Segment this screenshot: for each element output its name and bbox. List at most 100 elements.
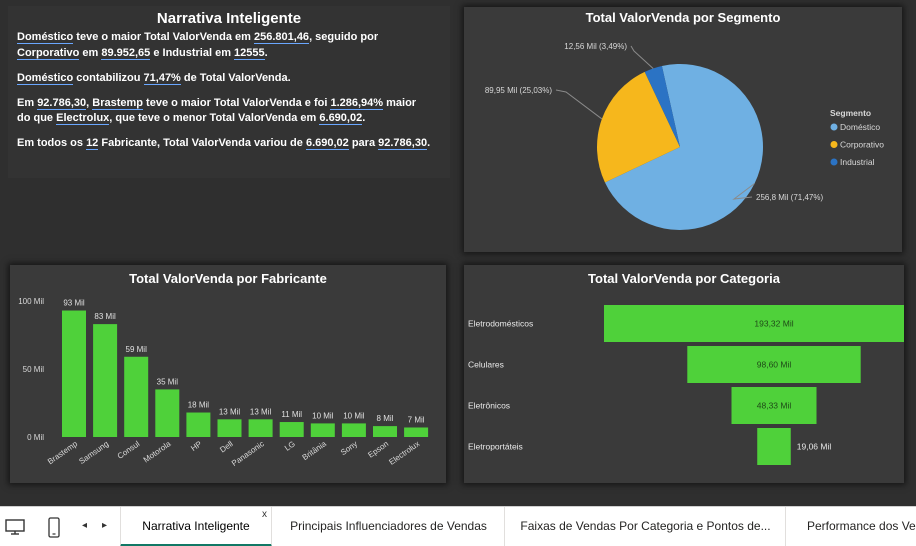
narrative-text: do que — [17, 112, 57, 124]
bar-data-label: 8 Mil — [377, 414, 394, 423]
narrative-text: contabilizou — [73, 71, 144, 84]
funnel-category-label: Eletrônicos — [468, 401, 510, 411]
bar — [310, 423, 335, 437]
funnel-data-label: 193,32 Mil — [754, 319, 793, 329]
bar-data-label: 18 Mil — [188, 401, 210, 410]
pie-leader-line — [732, 183, 755, 200]
y-tick-label: 50 Mil — [23, 365, 45, 374]
pie-leader-line — [630, 45, 654, 69]
bar — [279, 422, 304, 437]
pie-chart[interactable]: 256,8 Mil (71,47%) 89,95 Mil (25,03%) 12,5… — [464, 7, 902, 252]
narrative-paragraph-4: Em todos os 12 Fabricante, Total ValorVe… — [17, 136, 437, 152]
narrative-value: Corporativo — [17, 46, 80, 60]
pie-slice-1 — [604, 63, 763, 230]
legend-label: Corporativo — [840, 140, 884, 150]
phone-icon[interactable] — [46, 517, 62, 538]
bar-data-label: 59 Mil — [126, 345, 148, 354]
bar-chart-title: Total ValorVenda por Fabricante — [129, 271, 327, 286]
narrative-value: Electrolux — [56, 112, 110, 125]
pie-slice-3 — [644, 65, 680, 147]
x-tick-label: Epson — [366, 439, 390, 459]
narrative-text: Em todos os — [17, 137, 87, 149]
narrative-value: 71,47% — [143, 71, 181, 85]
x-tick-label: LG — [283, 439, 297, 452]
narrative-value: 92.786,30 — [37, 96, 87, 110]
x-tick-label: Motorola — [142, 439, 173, 465]
narrative-text: , Total ValorVenda variou de — [157, 137, 306, 149]
bar-chart[interactable]: 0 Mil 50 Mil 100 Mil 93 Mil Brastemp 83 Mil Sa… — [10, 265, 446, 483]
funnel-chart-card[interactable]: Total ValorVenda por Categoria Eletrodom… — [464, 265, 904, 483]
tab-label: Narrativa Inteligente — [142, 519, 250, 533]
funnel-category-label: Eletrodomésticos — [468, 319, 533, 329]
funnel-chart[interactable]: Eletrodomésticos 193,32 Mil Celulares 98,60… — [464, 265, 904, 483]
desktop-icon[interactable] — [4, 517, 26, 537]
pie-data-label: 12,56 Mil (3,49%) — [564, 42, 627, 51]
bar — [186, 412, 211, 437]
tab-narrativa-inteligente[interactable]: Narrativa Inteligente x — [120, 507, 272, 546]
narrative-value: Doméstico — [17, 71, 74, 85]
legend-label: Doméstico — [840, 122, 880, 132]
x-tick-label: Panasonic — [230, 439, 266, 468]
pie-chart-card[interactable]: Total ValorVenda por Segmento 256,8 Mil … — [464, 7, 902, 252]
narrative-value: 92.786,30 — [378, 137, 428, 150]
bar-chart-card[interactable]: Total ValorVenda por Fabricante 0 Mil 50 … — [10, 265, 446, 483]
bar-data-label: 10 Mil — [343, 411, 365, 420]
legend-marker — [830, 141, 838, 148]
close-icon[interactable]: x — [262, 509, 267, 520]
tab-performance[interactable]: Performance dos Ve — [787, 507, 916, 546]
narrative-text: . — [427, 137, 431, 149]
x-tick-label: Consul — [116, 439, 142, 461]
x-tick-label: Dell — [218, 439, 235, 454]
report-canvas: Narrativa Inteligente Doméstico teve o m… — [8, 6, 904, 483]
bar — [217, 419, 242, 437]
funnel-bar — [731, 387, 817, 424]
pie-chart-title: Total ValorVenda por Segmento — [585, 10, 781, 25]
narrative-value: 89.952,65 — [101, 46, 151, 60]
funnel-bar — [687, 346, 861, 383]
page-tab-bar: ◂ ▸ Narrativa Inteligente x Principais I… — [0, 506, 916, 546]
bar-data-label: 83 Mil — [94, 312, 116, 321]
legend-marker — [830, 123, 838, 131]
narrative-value: Doméstico — [17, 31, 74, 44]
narrative-text: . — [362, 112, 366, 124]
bar — [341, 423, 366, 437]
narrative-title: Narrativa Inteligente — [156, 10, 302, 27]
bar-data-label: 10 Mil — [312, 411, 334, 420]
tab-faixas-de-vendas[interactable]: Faixas de Vendas Por Categoria e Pontos … — [506, 507, 786, 546]
bar-data-label: 7 Mil — [408, 415, 425, 424]
legend-title: Segmento — [830, 108, 871, 118]
prev-page-icon[interactable]: ◂ — [82, 520, 88, 531]
narrative-paragraph-2: Doméstico contabilizou 71,47% de Total V… — [17, 71, 437, 87]
bar-data-label: 35 Mil — [157, 377, 179, 386]
x-tick-label: Britânia — [301, 439, 329, 462]
narrative-paragraph-1: Doméstico teve o maior Total ValorVenda … — [17, 30, 437, 61]
x-tick-label: Samsung — [77, 439, 110, 466]
x-tick-label: Sony — [339, 439, 359, 457]
next-page-icon[interactable]: ▸ — [102, 520, 108, 531]
y-tick-label: 100 Mil — [18, 297, 44, 306]
narrative-body: Doméstico teve o maior Total ValorVenda … — [17, 30, 437, 161]
narrative-value: 256.801,46 — [254, 31, 310, 44]
narrative-text: em — [79, 46, 102, 59]
funnel-category-label: Eletroportáteis — [468, 442, 523, 452]
pie-slice-2 — [597, 71, 680, 183]
tab-principais-influenciadores[interactable]: Principais Influenciadores de Vendas — [273, 507, 505, 546]
narrative-text: , seguido por — [309, 31, 379, 43]
funnel-data-label: 48,33 Mil — [757, 401, 792, 411]
narrative-text: e Industrial em — [150, 46, 235, 59]
funnel-bar — [757, 428, 791, 465]
tab-label: Principais Influenciadores de Vendas — [290, 519, 487, 533]
funnel-data-label: 19,06 Mil — [797, 442, 832, 452]
narrative-text: de Total ValorVenda. — [180, 71, 291, 84]
x-tick-label: HP — [189, 439, 203, 453]
bar-data-label: 13 Mil — [219, 407, 241, 416]
pie-leader-line — [555, 89, 603, 120]
smart-narrative-card[interactable]: Narrativa Inteligente Doméstico teve o m… — [8, 6, 450, 178]
funnel-bar — [604, 305, 904, 342]
funnel-data-label: 98,60 Mil — [757, 360, 792, 370]
funnel-category-label: Celulares — [468, 360, 504, 370]
legend-label: Industrial — [840, 157, 875, 167]
narrative-value: 6.690,02 — [319, 112, 363, 125]
bar — [155, 389, 180, 437]
narrative-value: 12 — [86, 137, 99, 150]
